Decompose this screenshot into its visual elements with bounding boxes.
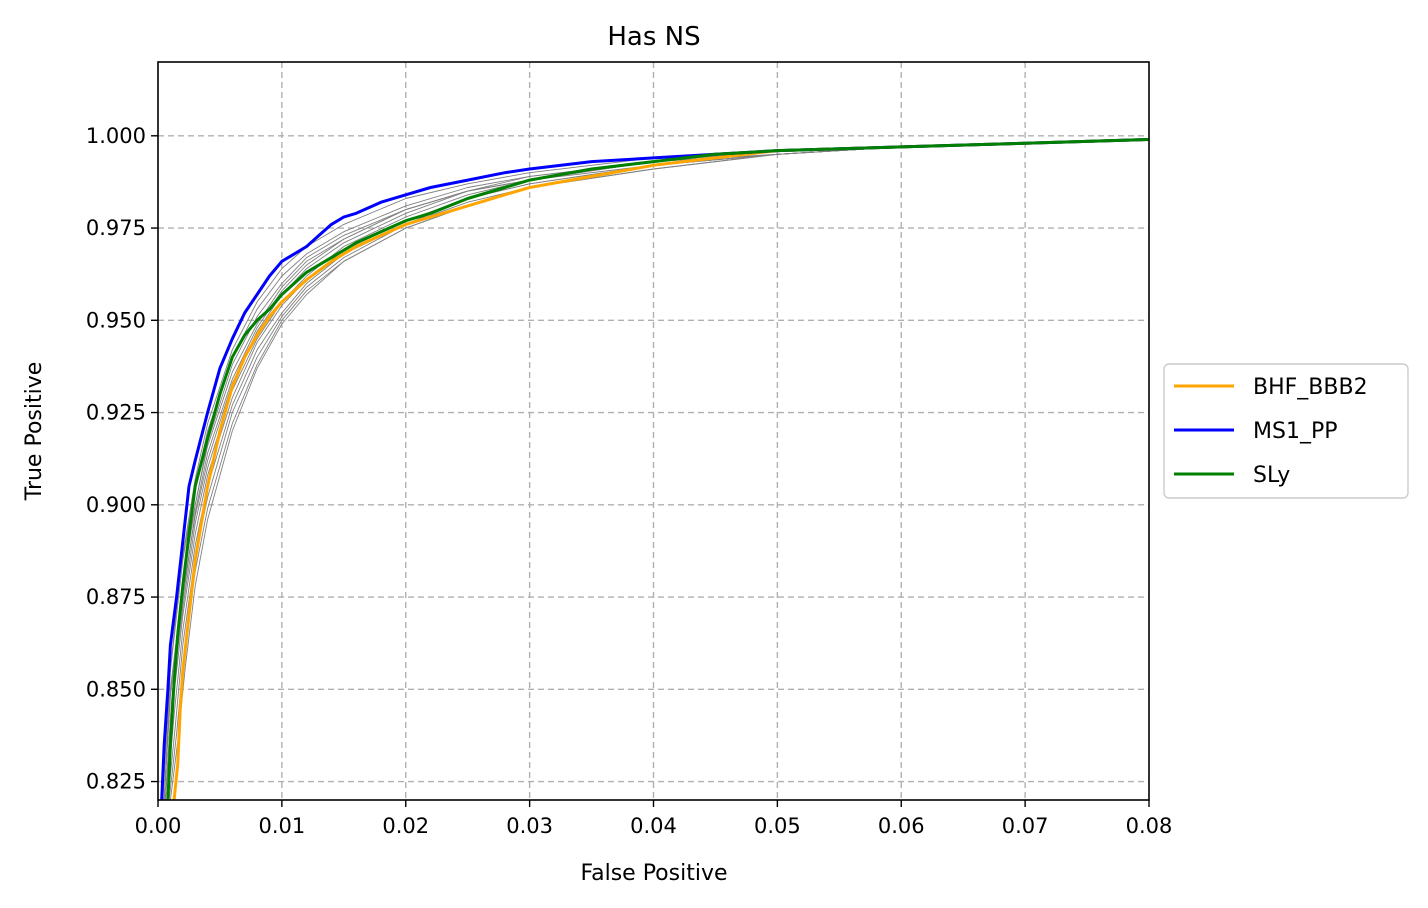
- y-tick-label: 0.875: [86, 585, 146, 609]
- legend-box: [1163, 363, 1409, 499]
- y-tick-label: 0.850: [86, 677, 146, 701]
- y-tick-label: 0.975: [86, 216, 146, 240]
- series-line: [160, 138, 1149, 800]
- x-tick-label: 0.08: [1126, 814, 1173, 838]
- x-tick-label: 0.00: [135, 814, 182, 838]
- x-tick-label: 0.02: [382, 814, 429, 838]
- chart-title: Has NS: [607, 22, 700, 52]
- x-axis-title: False Positive: [580, 861, 727, 886]
- legend-label: BHF_BBB2: [1253, 375, 1368, 400]
- y-tick-label: 0.950: [86, 308, 146, 332]
- x-tick-label: 0.04: [630, 814, 677, 838]
- x-tick-label: 0.07: [1002, 814, 1049, 838]
- x-axis: 0.00 0.01 0.02 0.03 0.04 0.05 0.06 0.07 0.08: [135, 800, 1173, 838]
- grid: [158, 62, 1149, 800]
- x-tick-label: 0.01: [258, 814, 305, 838]
- y-tick-label: 0.825: [86, 770, 146, 794]
- y-tick-label: 0.925: [86, 401, 146, 425]
- x-tick-label: 0.05: [754, 814, 801, 838]
- background-series-line: [169, 139, 1149, 800]
- legend: BHF_BBB2 MS1_PP SLy: [1163, 363, 1409, 499]
- x-tick-label: 0.06: [878, 814, 925, 838]
- highlighted-curves: [160, 138, 1149, 800]
- series-line: [172, 138, 1149, 800]
- legend-label: SLy: [1253, 463, 1290, 488]
- legend-label: MS1_PP: [1253, 419, 1337, 444]
- y-axis: 0.825 0.850 0.875 0.900 0.925 0.950 0.975 1.000: [86, 124, 158, 794]
- x-tick-label: 0.03: [506, 814, 553, 838]
- y-tick-label: 1.000: [86, 124, 146, 148]
- y-axis-title: True Positive: [22, 362, 47, 502]
- y-tick-label: 0.900: [86, 493, 146, 517]
- series-line: [166, 138, 1149, 800]
